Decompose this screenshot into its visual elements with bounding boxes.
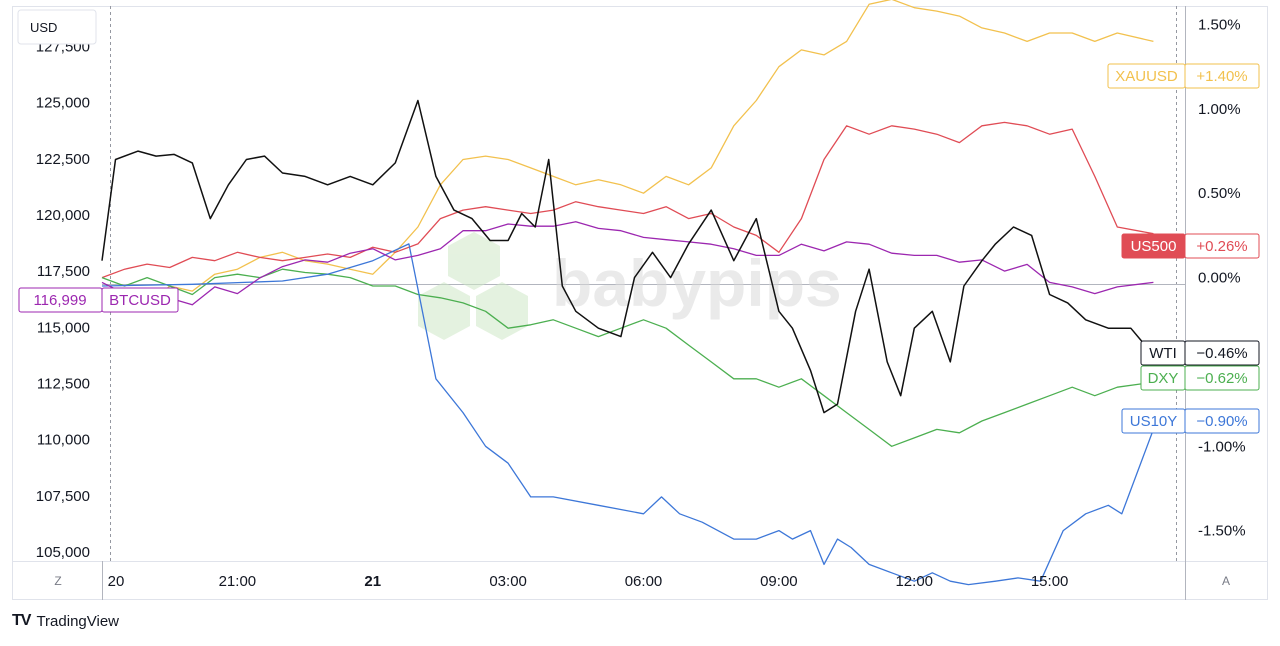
timezone-button[interactable]: Z [54, 574, 61, 588]
tradingview-logo-icon: TV [12, 612, 31, 629]
price-label-name: WTI [1149, 345, 1177, 362]
left-tick-label: 125,000 [36, 95, 90, 112]
price-label-value-box [1184, 365, 1260, 391]
price-label-value: +0.26% [1196, 238, 1247, 255]
currency-label: USD [30, 20, 57, 35]
price-label-us10y[interactable]: US10Y −0.90% [1121, 408, 1260, 434]
price-label-xauusd[interactable]: XAUUSD +1.40% [1107, 63, 1260, 89]
currency-badge[interactable]: USD [17, 9, 97, 45]
price-label-value-box [1184, 408, 1260, 434]
price-label-wti[interactable]: WTI −0.46% [1140, 340, 1260, 366]
price-label-value-box [1184, 63, 1260, 89]
price-label-value: −0.46% [1196, 345, 1247, 362]
price-label-value-box [1184, 233, 1260, 259]
left-tick-label: 120,000 [36, 207, 90, 224]
price-label-name: US500 [1131, 238, 1177, 255]
price-label-name: XAUUSD [1115, 68, 1178, 85]
x-tick-label: 12:00 [895, 573, 933, 590]
x-tick-label: 21:00 [219, 573, 257, 590]
series-line-xauusd [101, 0, 1154, 309]
price-label-value-box [1184, 340, 1260, 366]
x-tick-label: 21 [364, 573, 381, 590]
price-label-value: 116,999 [33, 292, 86, 309]
left-tick-label: 107,500 [36, 488, 90, 505]
price-label-name: BTCUSD [109, 292, 171, 309]
series-line-btcusd [101, 221, 1154, 306]
series-line-wti [101, 99, 1154, 414]
series-layer [101, 0, 1155, 586]
watermark: babypips [418, 232, 842, 340]
watermark-cubes-icon [418, 232, 528, 340]
price-label-value: −0.90% [1196, 413, 1247, 430]
right-tick-label: 0.50% [1198, 185, 1241, 202]
right-tick-label: 1.50% [1198, 17, 1241, 34]
right-tick-label: -1.00% [1198, 438, 1246, 455]
plot-border [12, 6, 1268, 600]
x-tick-label: 20 [108, 573, 125, 590]
left-tick-label: 105,000 [36, 544, 90, 561]
x-tick-label: 03:00 [489, 573, 527, 590]
price-label-value: +1.40% [1196, 68, 1247, 85]
left-tick-label: 112,500 [37, 375, 90, 392]
price-label-name: US10Y [1130, 413, 1178, 430]
right-tick-label: 0.00% [1198, 270, 1241, 287]
time-axis: 20 21:00 21 03:00 06:00 09:00 12:00 15:00 [108, 573, 1069, 590]
right-axis: 1.50%1.00%0.50%0.00%-0.50%-1.00%-1.50% [1198, 17, 1246, 540]
tradingview-brand[interactable]: TV TradingView [12, 612, 119, 630]
price-label-btcusd[interactable]: 116,999 BTCUSD [18, 287, 179, 313]
left-tick-label: 122,500 [36, 151, 90, 168]
price-labels: XAUUSD +1.40% US500 +0.26% 116,999 BTCUSD WTI −… [18, 63, 1260, 434]
watermark-text: babypips [552, 246, 842, 320]
left-tick-label: 115,000 [37, 319, 90, 336]
price-label-name: DXY [1148, 370, 1179, 387]
price-label-us500[interactable]: US500 +0.26% [1121, 233, 1260, 259]
right-tick-label: 1.00% [1198, 101, 1241, 118]
price-label-value: −0.62% [1196, 370, 1247, 387]
series-line-us10y [101, 243, 1155, 586]
left-tick-label: 117,500 [37, 263, 90, 280]
x-tick-label: 09:00 [760, 573, 798, 590]
x-tick-label: 06:00 [625, 573, 663, 590]
left-tick-label: 110,000 [37, 432, 90, 449]
x-tick-label: 15:00 [1031, 573, 1069, 590]
price-label-dxy[interactable]: DXY −0.62% [1140, 365, 1260, 391]
auto-scale-button[interactable]: A [1222, 574, 1230, 588]
series-line-dxy [101, 268, 1154, 447]
right-tick-label: -1.50% [1198, 523, 1246, 540]
series-line-us500 [101, 121, 1154, 279]
price-label-name-box [101, 287, 179, 313]
tradingview-name: TradingView [36, 612, 119, 630]
